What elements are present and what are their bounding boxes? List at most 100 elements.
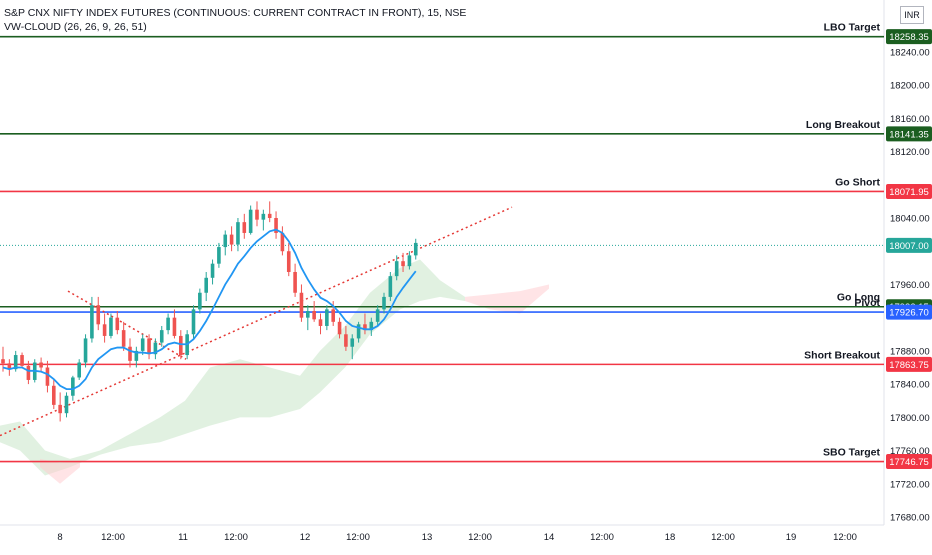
candle-body xyxy=(58,404,62,414)
level-price-value: 18141.35 xyxy=(889,129,929,140)
level-label[interactable]: Long Breakout xyxy=(806,119,881,131)
time-tick-label: 8 xyxy=(57,532,62,543)
time-tick-label: 13 xyxy=(422,532,433,543)
time-tick-label: 18 xyxy=(665,532,676,543)
level-label[interactable]: LBO Target xyxy=(824,22,881,34)
candle-body xyxy=(26,365,31,380)
candle-body xyxy=(77,362,81,378)
candle-body xyxy=(20,355,24,366)
candle-body xyxy=(261,213,266,220)
time-tick-label: 11 xyxy=(178,532,188,543)
candle-body xyxy=(280,232,285,252)
level-label[interactable]: Short Breakout xyxy=(804,349,880,361)
candle-body xyxy=(229,234,234,245)
price-tick-label: 18120.00 xyxy=(890,147,930,158)
candle-body xyxy=(306,311,310,318)
vw-cloud xyxy=(0,259,549,484)
candle-body xyxy=(109,317,113,336)
current-price-tag xyxy=(886,237,932,253)
price-tick-label: 18040.00 xyxy=(890,214,930,225)
ascending-trendline xyxy=(0,206,513,437)
level-label[interactable]: Go Short xyxy=(835,176,880,188)
candle-body xyxy=(198,292,202,310)
level-price-value: 18071.95 xyxy=(889,187,929,198)
price-tick-label: 17960.00 xyxy=(890,280,930,291)
candle-body xyxy=(52,385,56,405)
candle-body xyxy=(153,342,158,355)
price-tick-label: 18160.00 xyxy=(890,114,930,125)
candle-body xyxy=(407,255,412,267)
candle-body xyxy=(172,317,177,336)
time-tick-label: 12 xyxy=(300,532,311,543)
candle-body xyxy=(344,334,348,347)
candle-body xyxy=(166,317,170,331)
candle-body xyxy=(286,251,291,272)
candle-body xyxy=(191,309,196,335)
grid xyxy=(0,0,885,526)
level-label[interactable]: Go Long xyxy=(837,292,880,304)
time-tick-label: 12:00 xyxy=(224,532,248,543)
time-tick-label: 12:00 xyxy=(590,532,614,543)
candle-body xyxy=(242,222,247,233)
candle-body xyxy=(413,242,418,256)
level-price-value: 17926.70 xyxy=(889,308,929,319)
price-axis: 17680.00 17720.00 17760.00 17800.00 17840.00… xyxy=(890,47,930,523)
candle-body xyxy=(159,330,164,343)
candle-body xyxy=(299,292,304,318)
candle-body xyxy=(64,395,69,414)
level-price-value: 17746.75 xyxy=(889,457,929,468)
candle-body xyxy=(128,346,132,361)
candle-body xyxy=(1,359,5,364)
level-lines: LBO Target 18258.35 Long Breakout 18141.35 G… xyxy=(0,22,932,470)
candle-body xyxy=(255,209,259,220)
price-tick-label: 17880.00 xyxy=(890,346,930,357)
candle-body xyxy=(140,338,145,351)
currency-button[interactable]: INR xyxy=(900,6,924,24)
level-price-tag xyxy=(886,29,932,45)
candle-body xyxy=(337,321,342,335)
trend-lines xyxy=(0,206,513,437)
candle-body xyxy=(121,330,126,347)
candle-body xyxy=(363,324,367,331)
chart-legend: S&P CNX NIFTY INDEX FUTURES (CONTINUOUS:… xyxy=(4,6,466,34)
candle-body xyxy=(102,324,107,336)
candles xyxy=(1,201,418,422)
candle-body xyxy=(312,311,316,320)
current-price-value: 18007.00 xyxy=(889,241,929,252)
indicator-title[interactable]: VW-CLOUD (26, 26, 9, 26, 51) xyxy=(4,21,147,33)
level-price-tag xyxy=(886,356,932,372)
candle-body xyxy=(356,324,361,339)
candle-body xyxy=(7,363,12,370)
cloud-green xyxy=(0,259,465,476)
candle-body xyxy=(179,335,183,356)
time-tick-label: 12:00 xyxy=(833,532,857,543)
level-label[interactable]: SBO Target xyxy=(823,447,880,459)
candle-body xyxy=(13,355,18,370)
candle-body xyxy=(401,261,405,267)
candle-body xyxy=(394,261,399,277)
price-tick-label: 18200.00 xyxy=(890,81,930,92)
time-axis: 8 12:00 11 12:00 12 12:00 13 12:00 14 12:00 18 12:0… xyxy=(57,532,857,543)
candle-body xyxy=(83,338,88,363)
cloud-red-left xyxy=(40,458,80,484)
price-tick-label: 17800.00 xyxy=(890,413,930,424)
level-price-value: 17863.75 xyxy=(889,360,929,371)
candle-body xyxy=(236,222,240,245)
candle-body xyxy=(293,271,297,293)
price-tick-label: 18240.00 xyxy=(890,47,930,58)
candle-body xyxy=(90,305,94,339)
moving-average xyxy=(2,228,417,390)
candle-body xyxy=(318,319,323,326)
time-tick-label: 12:00 xyxy=(346,532,370,543)
time-tick-label: 12:00 xyxy=(101,532,125,543)
level-price-tag xyxy=(886,454,932,470)
symbol-title[interactable]: S&P CNX NIFTY INDEX FUTURES (CONTINUOUS:… xyxy=(4,7,467,19)
candle-body xyxy=(248,209,253,233)
candle-body xyxy=(45,367,50,386)
candle-body xyxy=(274,218,278,233)
candle-body xyxy=(375,309,380,322)
level-label[interactable]: Pivot xyxy=(854,297,880,309)
price-tick-label: 17720.00 xyxy=(890,479,930,490)
